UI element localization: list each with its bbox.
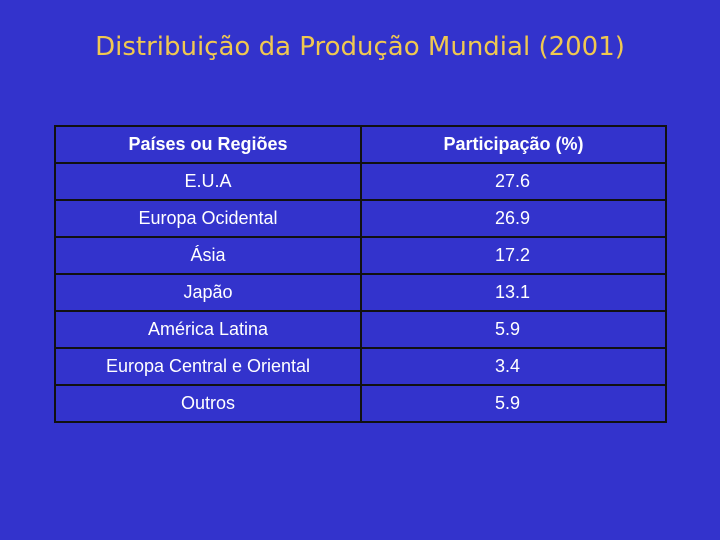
region-cell: Europa Central e Oriental	[54, 347, 362, 386]
share-cell: 5.9	[360, 384, 667, 423]
table-row: Europa Ocidental 26.9	[54, 199, 667, 238]
region-cell: América Latina	[54, 310, 362, 349]
table-row: Japão 13.1	[54, 273, 667, 312]
table-row: América Latina 5.9	[54, 310, 667, 349]
slide-title: Distribuição da Produção Mundial (2001)	[95, 32, 625, 62]
header-region: Países ou Regiões	[54, 125, 362, 164]
production-table: Países ou Regiões Participação (%) E.U.A…	[54, 125, 667, 423]
region-cell: E.U.A	[54, 162, 362, 201]
table-row: E.U.A 27.6	[54, 162, 667, 201]
table-row: Outros 5.9	[54, 384, 667, 423]
region-cell: Outros	[54, 384, 362, 423]
header-row: Países ou Regiões Participação (%)	[54, 125, 667, 164]
share-cell: 17.2	[360, 236, 667, 275]
header-share: Participação (%)	[360, 125, 667, 164]
region-cell: Europa Ocidental	[54, 199, 362, 238]
share-cell: 13.1	[360, 273, 667, 312]
share-cell: 26.9	[360, 199, 667, 238]
region-cell: Ásia	[54, 236, 362, 275]
table-row: Europa Central e Oriental 3.4	[54, 347, 667, 386]
table-row: Ásia 17.2	[54, 236, 667, 275]
region-cell: Japão	[54, 273, 362, 312]
share-cell: 3.4	[360, 347, 667, 386]
share-cell: 27.6	[360, 162, 667, 201]
share-cell: 5.9	[360, 310, 667, 349]
